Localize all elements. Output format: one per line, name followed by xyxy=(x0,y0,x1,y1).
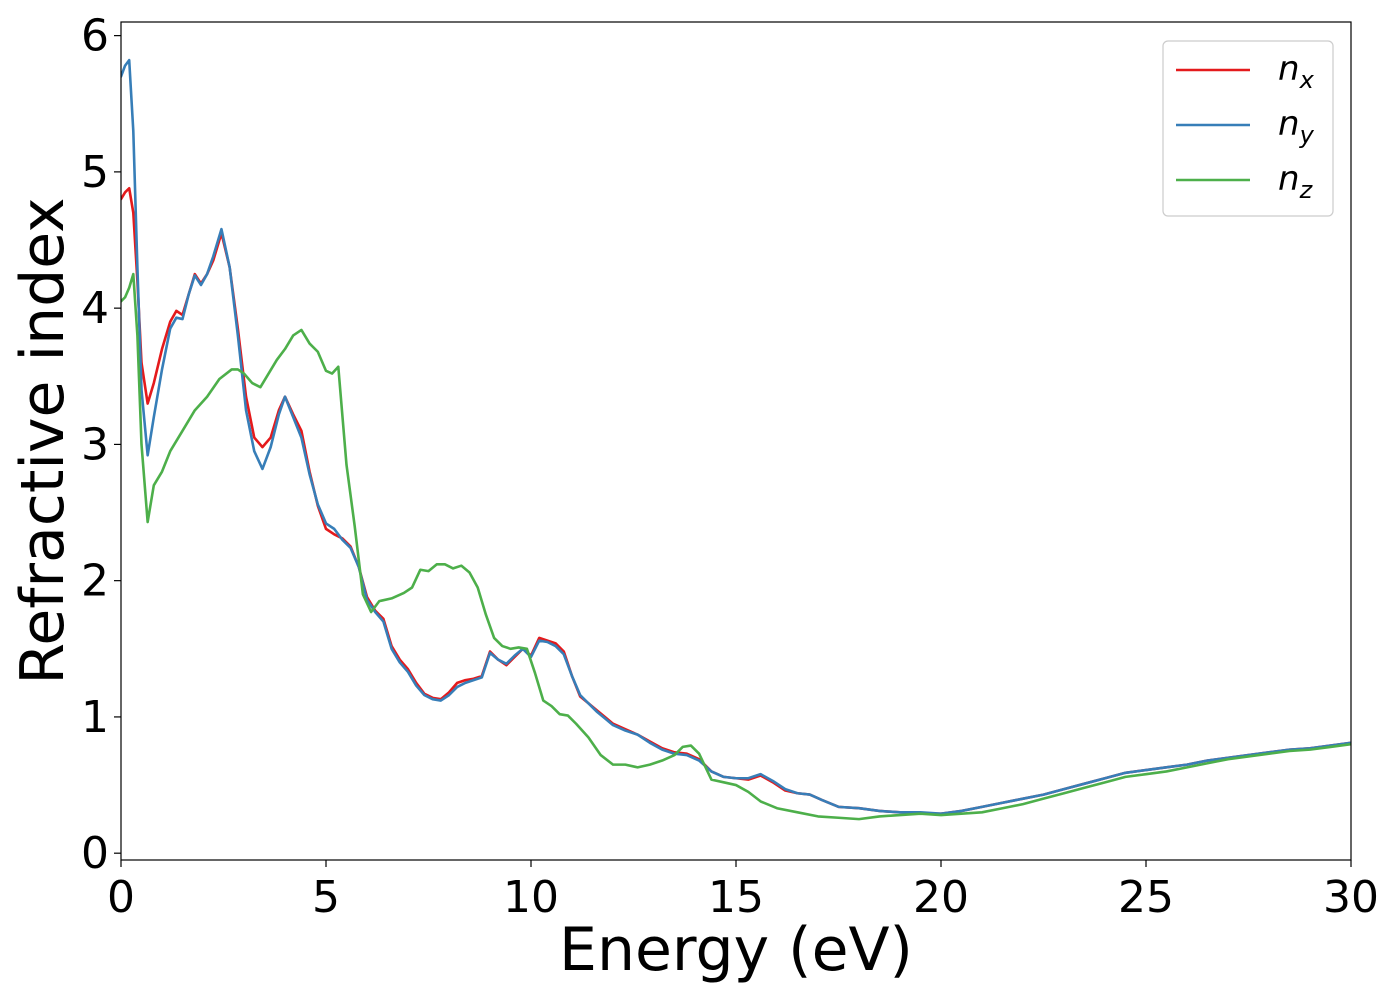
x-tick-label: 0 xyxy=(107,872,135,923)
x-tick-label: 20 xyxy=(913,872,969,923)
y-tick-label: 6 xyxy=(81,11,109,62)
y-tick-label: 5 xyxy=(81,147,109,198)
x-tick-label: 15 xyxy=(708,872,764,923)
legend: nx ny nz xyxy=(1162,40,1334,217)
x-tick-label: 10 xyxy=(503,872,559,923)
y-tick-label: 0 xyxy=(81,828,109,879)
legend-label-x: nx xyxy=(1278,49,1315,94)
x-tick-label: 25 xyxy=(1118,872,1174,923)
plot-lines xyxy=(121,58,1351,821)
y-tick-label: 4 xyxy=(81,283,109,334)
legend-label-y: ny xyxy=(1278,104,1315,149)
legend-box xyxy=(1162,40,1334,217)
legend-label-z: nz xyxy=(1278,159,1314,204)
x-tick-label: 30 xyxy=(1323,872,1379,923)
y-tick-label: 3 xyxy=(81,419,109,470)
x-axis-label: Energy (eV) xyxy=(559,915,913,985)
x-tick-label: 5 xyxy=(312,872,340,923)
ticks: 0 5 10 15 20 25 30 0 1 2 3 4 5 6 xyxy=(81,11,1379,923)
y-axis-label: Refractive index xyxy=(8,197,78,684)
y-tick-label: 1 xyxy=(81,692,109,743)
series-line-x xyxy=(121,186,1351,815)
series-line-z xyxy=(121,272,1351,821)
y-tick-label: 2 xyxy=(81,556,109,607)
